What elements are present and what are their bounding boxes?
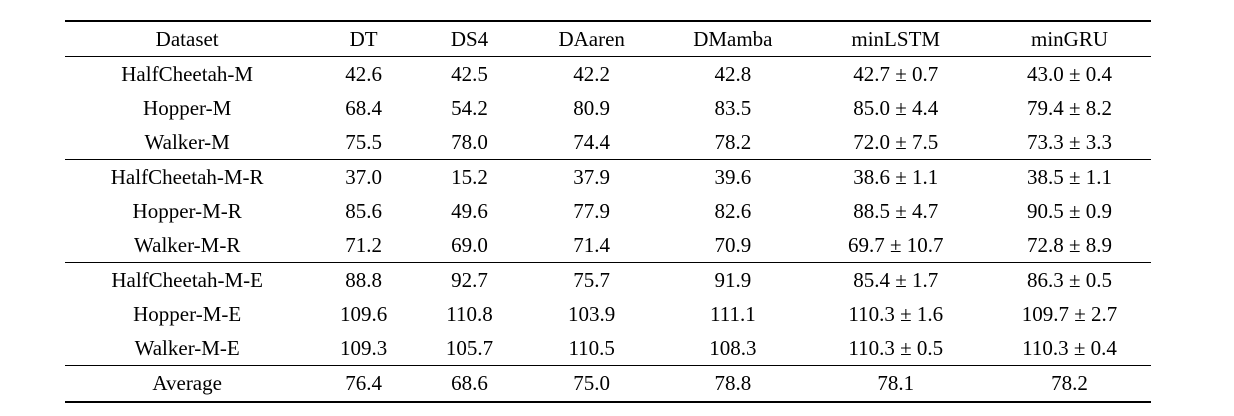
value-cell: 80.9 <box>573 96 611 121</box>
value-cell: 85.0 ± 4.4 <box>853 96 939 121</box>
value-cell: 105.7 <box>445 336 494 361</box>
value-cell: 111.1 <box>710 302 756 327</box>
header-row: Dataset DT DS4 DAaren DMamba minLSTM minGRU <box>65 21 1151 57</box>
value-cell: 79.4 ± 8.2 <box>1027 96 1113 121</box>
value-cell: 86.3 ± 0.5 <box>1027 268 1113 293</box>
value-cell: 49.6 <box>451 199 488 224</box>
value-cell: 110.3 ± 1.6 <box>848 302 944 327</box>
average-value-cell: 68.6 <box>451 371 488 396</box>
value-cell: 37.9 <box>573 165 611 190</box>
value-cell: 88.5 ± 4.7 <box>853 199 939 224</box>
table-group: HalfCheetah-M 42.6 42.5 42.2 42.8 42.7 ± 0.7 4… <box>65 57 1151 160</box>
value-cell: 37.0 <box>345 165 383 190</box>
dataset-name-cell: Hopper-M-E <box>133 302 242 327</box>
dataset-name-cell: HalfCheetah-M-R <box>110 165 264 190</box>
value-cell: 68.4 <box>345 96 383 121</box>
value-cell: 69.7 ± 10.7 <box>847 233 944 258</box>
value-cell: 74.4 <box>573 130 611 155</box>
value-cell: 38.6 ± 1.1 <box>853 165 939 190</box>
value-cell: 88.8 <box>345 268 383 293</box>
average-row: Average 76.4 68.6 75.0 78.8 78.1 78.2 <box>65 366 1151 402</box>
value-cell: 92.7 <box>451 268 488 293</box>
table-row: HalfCheetah-M-R 37.0 15.2 37.9 39.6 38.6 ± 1.… <box>65 160 1151 195</box>
table-row: HalfCheetah-M-E 88.8 92.7 75.7 91.9 85.4 ± 1.… <box>65 263 1151 298</box>
value-cell: 72.0 ± 7.5 <box>853 130 939 155</box>
value-cell: 38.5 ± 1.1 <box>1027 165 1113 190</box>
average-row-group: Average 76.4 68.6 75.0 78.8 78.1 78.2 <box>65 366 1151 402</box>
value-cell: 42.5 <box>451 62 488 87</box>
value-cell: 110.3 ± 0.4 <box>1022 336 1117 361</box>
value-cell: 69.0 <box>451 233 488 258</box>
value-cell: 71.2 <box>345 233 383 258</box>
value-cell: 75.5 <box>345 130 383 155</box>
value-cell: 90.5 ± 0.9 <box>1027 199 1113 224</box>
table-row: Hopper-M 68.4 54.2 80.9 83.5 85.0 ± 4.4 79.4 ±… <box>65 91 1151 125</box>
column-header: Dataset <box>155 27 219 51</box>
value-cell: 70.9 <box>714 233 752 258</box>
value-cell: 110.5 <box>568 336 615 361</box>
value-cell: 78.0 <box>451 130 488 155</box>
value-cell: 108.3 <box>709 336 757 361</box>
column-header: minGRU <box>1031 27 1109 51</box>
table-row: Walker-M-E 109.3 105.7 110.5 108.3 110.3 ± 0.… <box>65 331 1151 366</box>
table-group: HalfCheetah-M-R 37.0 15.2 37.9 39.6 38.6 ± 1.… <box>65 160 1151 263</box>
dataset-name-cell: HalfCheetah-M <box>121 62 254 87</box>
value-cell: 72.8 ± 8.9 <box>1027 233 1113 258</box>
value-cell: 109.3 <box>340 336 388 361</box>
value-cell: 110.8 <box>446 302 493 327</box>
column-header: DMamba <box>693 27 773 51</box>
average-value-cell: 78.2 <box>1051 371 1088 396</box>
value-cell: 82.6 <box>714 199 752 224</box>
value-cell: 103.9 <box>568 302 616 327</box>
value-cell: 91.9 <box>714 268 752 293</box>
average-value-cell: 76.4 <box>345 371 383 396</box>
value-cell: 85.4 ± 1.7 <box>853 268 939 293</box>
value-cell: 39.6 <box>714 165 752 190</box>
average-value-cell: 78.8 <box>714 371 752 396</box>
value-cell: 42.6 <box>345 62 383 87</box>
dataset-name-cell: Walker-M <box>144 130 230 155</box>
value-cell: 43.0 ± 0.4 <box>1027 62 1113 87</box>
dataset-name-cell: HalfCheetah-M-E <box>111 268 263 293</box>
table-row: Hopper-M-E 109.6 110.8 103.9 111.1 110.3 ± 1.… <box>65 297 1151 331</box>
column-header: minLSTM <box>851 27 941 51</box>
value-cell: 15.2 <box>451 165 488 190</box>
average-label-cell: Average <box>152 371 222 396</box>
value-cell: 54.2 <box>451 96 488 121</box>
table-group: HalfCheetah-M-E 88.8 92.7 75.7 91.9 85.4 ± 1.… <box>65 263 1151 366</box>
value-cell: 42.7 ± 0.7 <box>853 62 939 87</box>
value-cell: 110.3 ± 0.5 <box>848 336 944 361</box>
dataset-name-cell: Walker-M-E <box>134 336 240 361</box>
value-cell: 73.3 ± 3.3 <box>1027 130 1113 155</box>
results-table: Dataset DT DS4 DAaren DMamba minLSTM minGRU Ha… <box>65 20 1151 403</box>
average-value-cell: 75.0 <box>573 371 611 396</box>
value-cell: 109.7 ± 2.7 <box>1021 302 1118 327</box>
value-cell: 42.8 <box>714 62 752 87</box>
results-table-container: Dataset DT DS4 DAaren DMamba minLSTM minGRU Ha… <box>65 20 1151 403</box>
value-cell: 71.4 <box>573 233 611 258</box>
column-header: DS4 <box>450 27 489 51</box>
column-header: DAaren <box>558 27 625 51</box>
table-row: HalfCheetah-M 42.6 42.5 42.2 42.8 42.7 ± 0.7 4… <box>65 57 1151 92</box>
table-row: Walker-M 75.5 78.0 74.4 78.2 72.0 ± 7.5 73.3 ±… <box>65 125 1151 160</box>
dataset-name-cell: Hopper-M-R <box>132 199 242 224</box>
value-cell: 85.6 <box>345 199 383 224</box>
value-cell: 83.5 <box>714 96 752 121</box>
table-row: Walker-M-R 71.2 69.0 71.4 70.9 69.7 ± 10.7 72.… <box>65 228 1151 263</box>
table-header: Dataset DT DS4 DAaren DMamba minLSTM minGRU <box>65 21 1151 57</box>
value-cell: 109.6 <box>340 302 388 327</box>
dataset-name-cell: Walker-M-R <box>133 233 241 258</box>
average-value-cell: 78.1 <box>877 371 915 396</box>
table-row: Hopper-M-R 85.6 49.6 77.9 82.6 88.5 ± 4.7 90.5… <box>65 194 1151 228</box>
value-cell: 77.9 <box>573 199 611 224</box>
column-header: DT <box>349 27 378 51</box>
dataset-name-cell: Hopper-M <box>143 96 232 121</box>
value-cell: 42.2 <box>573 62 611 87</box>
value-cell: 75.7 <box>573 268 611 293</box>
value-cell: 78.2 <box>714 130 752 155</box>
